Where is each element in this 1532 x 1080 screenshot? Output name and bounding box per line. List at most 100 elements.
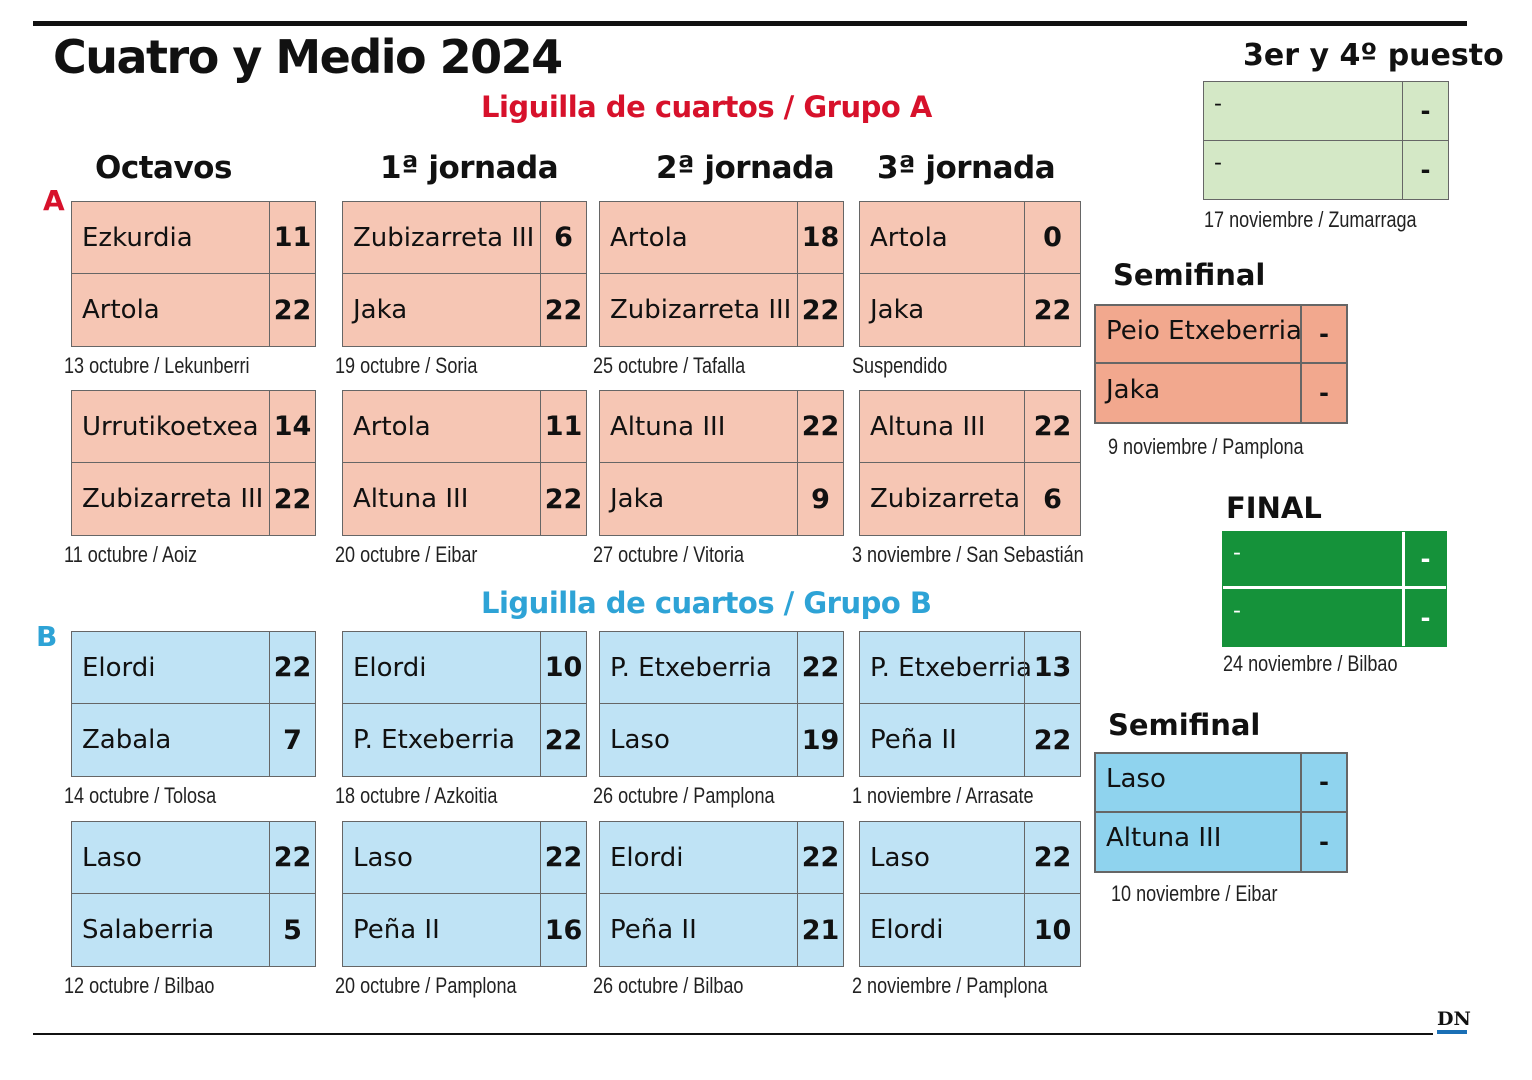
player-name: Altuna III bbox=[870, 411, 986, 442]
player-score: 22 bbox=[1024, 704, 1080, 776]
player-name: Artola bbox=[82, 295, 160, 325]
match-card: Altuna III 22 Zubizarreta 6 bbox=[859, 390, 1081, 536]
match-card: Artola 18 Zubizarreta III 22 bbox=[599, 201, 844, 347]
player-score: - bbox=[1300, 812, 1346, 871]
match-card: Ezkurdia 11 Artola 22 bbox=[71, 201, 316, 347]
player-name: - bbox=[1214, 91, 1222, 117]
match-row: Altuna III 22 bbox=[860, 391, 1080, 463]
player-score: 10 bbox=[1024, 894, 1080, 966]
player-name: Elordi bbox=[353, 652, 427, 683]
semifinal-b-row-2: Altuna III - bbox=[1096, 812, 1346, 871]
player-score: 7 bbox=[269, 704, 315, 776]
match-row: P. Etxeberria 13 bbox=[860, 632, 1080, 704]
player-score: 22 bbox=[797, 632, 843, 703]
player-name: Altuna III bbox=[1106, 823, 1222, 854]
player-name: - bbox=[1214, 150, 1222, 176]
player-name: Altuna III bbox=[610, 411, 726, 442]
semifinal-a-row-1: Peio Etxeberria - bbox=[1096, 306, 1346, 364]
column-header-jornada-3: 3ª jornada bbox=[877, 150, 1056, 186]
match-row: Ezkurdia 11 bbox=[72, 202, 315, 274]
match-row: Artola 0 bbox=[860, 202, 1080, 274]
top-rule bbox=[33, 21, 1467, 26]
player-score: 22 bbox=[1024, 391, 1080, 462]
player-name: Artola bbox=[870, 222, 948, 253]
third-place-title-text: 3er y 4º puesto bbox=[1243, 38, 1504, 73]
third-place-row-2: - - bbox=[1204, 140, 1448, 199]
match-card: Elordi 22 Peña II 21 bbox=[599, 821, 844, 967]
match-caption: 2 noviembre / Pamplona bbox=[852, 973, 1048, 998]
match-caption: 12 octubre / Bilbao bbox=[64, 973, 215, 998]
match-row: Elordi 10 bbox=[343, 632, 586, 704]
player-score: - bbox=[1402, 589, 1446, 646]
match-row: P. Etxeberria 22 bbox=[600, 632, 843, 704]
player-score: 5 bbox=[269, 894, 315, 966]
player-name: - bbox=[1233, 540, 1241, 566]
player-score: 6 bbox=[1024, 463, 1080, 535]
match-caption: Suspendido bbox=[852, 353, 948, 378]
match-row: Altuna III 22 bbox=[343, 463, 586, 535]
player-name: Urrutikoetxea bbox=[82, 411, 259, 442]
player-name: Elordi bbox=[610, 842, 684, 873]
match-row: Urrutikoetxea 14 bbox=[72, 391, 315, 463]
match-card: Artola 11 Altuna III 22 bbox=[342, 390, 587, 536]
column-header-octavos: Octavos bbox=[95, 150, 232, 186]
player-score: - bbox=[1402, 140, 1448, 199]
player-score: 0 bbox=[1024, 202, 1080, 273]
player-score: 18 bbox=[797, 202, 843, 273]
match-row: Laso 22 bbox=[72, 822, 315, 894]
match-row: Artola 22 bbox=[72, 274, 315, 346]
match-caption: 19 octubre / Soria bbox=[335, 353, 478, 378]
player-score: 13 bbox=[1024, 632, 1080, 703]
match-caption: 20 octubre / Eibar bbox=[335, 542, 478, 567]
match-caption: 27 octubre / Vitoria bbox=[593, 542, 745, 567]
player-name: Altuna III bbox=[353, 484, 469, 514]
bottom-rule bbox=[33, 1033, 1433, 1035]
match-card: P. Etxeberria 13 Peña II 22 bbox=[859, 631, 1081, 777]
player-score: 11 bbox=[269, 202, 315, 273]
match-card: Elordi 22 Zabala 7 bbox=[71, 631, 316, 777]
match-card: Laso 22 Elordi 10 bbox=[859, 821, 1081, 967]
player-name: Jaka bbox=[1106, 374, 1161, 405]
semifinal-b-row-1: Laso - bbox=[1096, 754, 1346, 813]
match-caption: 26 octubre / Pamplona bbox=[593, 783, 775, 808]
match-card: Zubizarreta III 6 Jaka 22 bbox=[342, 201, 587, 347]
player-name: Laso bbox=[353, 842, 413, 873]
player-score: 22 bbox=[1024, 274, 1080, 346]
match-row: Altuna III 22 bbox=[600, 391, 843, 463]
match-row: Elordi 10 bbox=[860, 894, 1080, 966]
match-card: Laso 22 Peña II 16 bbox=[342, 821, 587, 967]
third-place-caption: 17 noviembre / Zumarraga bbox=[1204, 207, 1417, 232]
match-card: Laso 22 Salaberria 5 bbox=[71, 821, 316, 967]
player-name: Salaberria bbox=[82, 915, 215, 945]
player-name: Peña II bbox=[870, 725, 957, 755]
semifinal-b-title: Semifinal bbox=[1108, 708, 1261, 742]
semifinal-b-match: Laso - Altuna III - bbox=[1094, 752, 1348, 873]
player-name: Ezkurdia bbox=[82, 222, 193, 253]
player-name: Zubizarreta III bbox=[82, 484, 264, 514]
match-caption: 1 noviembre / Arrasate bbox=[852, 783, 1034, 808]
player-name: Artola bbox=[353, 411, 431, 442]
player-name: Zubizarreta III bbox=[353, 222, 535, 253]
player-score: - bbox=[1300, 364, 1346, 422]
player-score: 22 bbox=[797, 391, 843, 462]
player-score: 22 bbox=[269, 274, 315, 346]
player-score: 22 bbox=[540, 704, 586, 776]
player-score: 21 bbox=[797, 894, 843, 966]
group-a-label: A bbox=[43, 184, 65, 217]
player-name: Elordi bbox=[870, 915, 944, 945]
player-score: 22 bbox=[1024, 822, 1080, 893]
match-row: Artola 11 bbox=[343, 391, 586, 463]
player-score: 22 bbox=[269, 822, 315, 893]
match-caption: 13 octubre / Lekunberri bbox=[64, 353, 250, 378]
player-name: Zubizarreta III bbox=[610, 295, 792, 325]
semifinal-a-row-2: Jaka - bbox=[1096, 364, 1346, 422]
player-name: Zabala bbox=[82, 725, 172, 755]
third-place-row-1: - - bbox=[1204, 82, 1448, 141]
match-row: Zubizarreta III 6 bbox=[343, 202, 586, 274]
match-card: P. Etxeberria 22 Laso 19 bbox=[599, 631, 844, 777]
column-header-jornada-1: 1ª jornada bbox=[380, 150, 559, 186]
player-score: 19 bbox=[797, 704, 843, 776]
player-name: Elordi bbox=[82, 652, 156, 683]
player-score: 22 bbox=[797, 274, 843, 346]
match-caption: 11 octubre / Aoiz bbox=[64, 542, 198, 567]
